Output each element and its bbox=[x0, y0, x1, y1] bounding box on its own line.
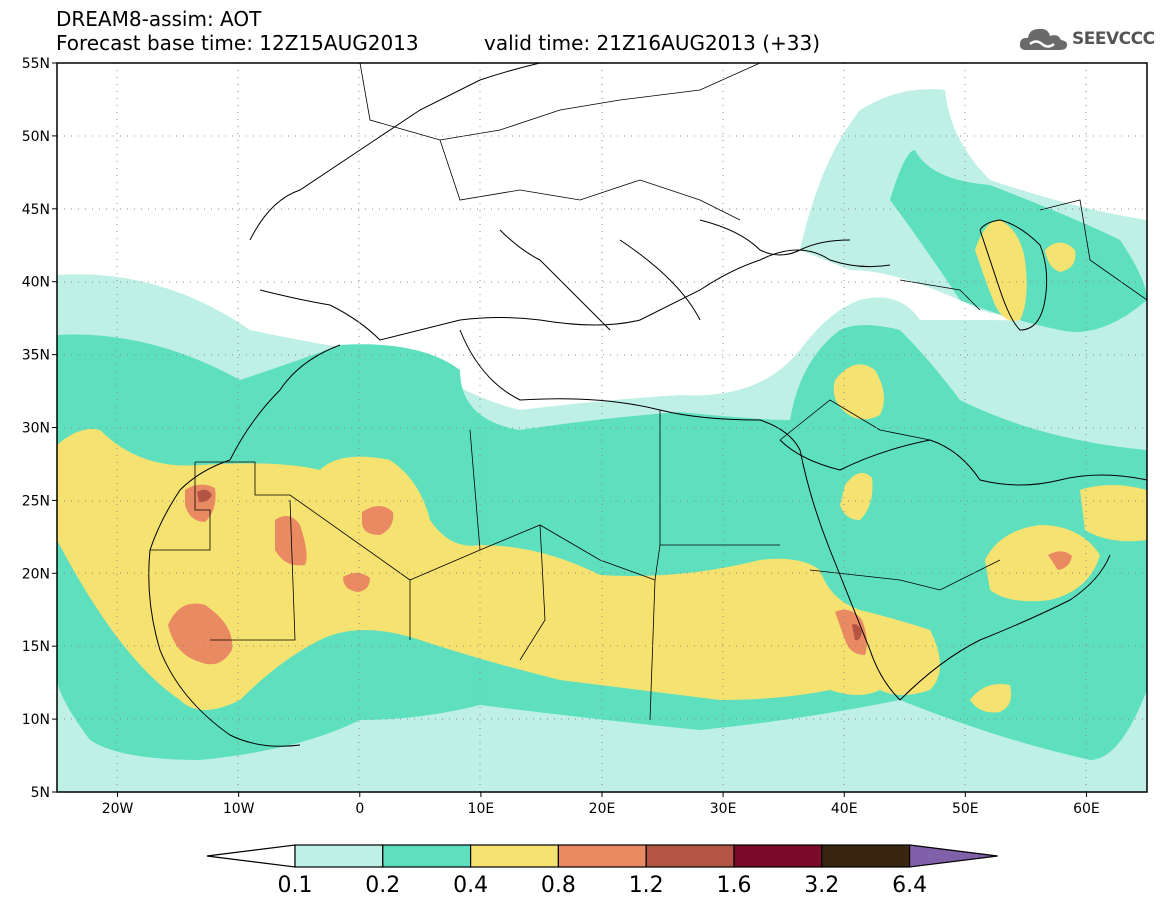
lat-tick-label: 30N bbox=[22, 421, 50, 437]
colorbar-level-label: 0.2 bbox=[365, 873, 400, 898]
colorbar-level-label: 1.6 bbox=[717, 873, 752, 898]
lon-tick-label: 10W bbox=[223, 801, 255, 817]
lon-tick-label: 50E bbox=[952, 801, 979, 817]
colorbar-level-label: 3.2 bbox=[804, 873, 839, 898]
colorbar-level-label: 0.4 bbox=[453, 873, 488, 898]
seevccc-logo: SEEVCCC bbox=[1018, 24, 1155, 54]
lat-tick-label: 10N bbox=[22, 712, 50, 728]
lat-tick-label: 15N bbox=[22, 639, 50, 655]
colorbar-segment bbox=[645, 844, 735, 868]
lat-tick-label: 5N bbox=[31, 785, 50, 801]
latitude-axis: 55N 50N 45N 40N 35N 30N 25N 20N 15N 10N 5N bbox=[22, 56, 57, 801]
aot-band-1.2 bbox=[197, 489, 862, 641]
lat-tick-label: 35N bbox=[22, 348, 50, 364]
colorbar-level-label: 0.8 bbox=[541, 873, 576, 898]
logo-text: SEEVCCC bbox=[1072, 29, 1155, 49]
lat-tick-label: 40N bbox=[22, 275, 50, 291]
colorbar-level-label: 6.4 bbox=[892, 873, 927, 898]
map-title: DREAM8-assim: AOT bbox=[56, 7, 262, 31]
lon-tick-label: 0 bbox=[355, 801, 364, 817]
colorbar-under bbox=[206, 844, 296, 868]
colorbar-segment bbox=[733, 844, 823, 868]
colorbar-segment bbox=[294, 844, 384, 868]
coastlines bbox=[148, 63, 1147, 747]
lat-tick-label: 20N bbox=[22, 566, 50, 582]
colorbar-segment bbox=[470, 844, 560, 868]
lon-tick-label: 20W bbox=[102, 801, 134, 817]
colorbar-level-label: 1.2 bbox=[629, 873, 664, 898]
colorbar-segment bbox=[382, 844, 472, 868]
lon-tick-label: 10E bbox=[468, 801, 495, 817]
colorbar-segment bbox=[821, 844, 911, 868]
cloud-logo-icon bbox=[1019, 28, 1068, 50]
lat-tick-label: 50N bbox=[22, 129, 50, 145]
lat-tick-label: 25N bbox=[22, 493, 50, 509]
valid-time: valid time: 21Z16AUG2013 (+33) bbox=[484, 31, 821, 55]
lon-tick-label: 60E bbox=[1073, 801, 1100, 817]
colorbar-level-label: 0.1 bbox=[278, 873, 313, 898]
lon-tick-label: 40E bbox=[831, 801, 858, 817]
lat-tick-label: 45N bbox=[22, 202, 50, 218]
lat-tick-label: 55N bbox=[22, 56, 50, 72]
borders bbox=[150, 63, 1147, 721]
aot-band-0.8 bbox=[168, 484, 1072, 665]
colorbar-over bbox=[908, 844, 998, 868]
gridlines bbox=[57, 63, 1147, 792]
aot-fields bbox=[57, 63, 1147, 792]
colorbar-segment bbox=[557, 844, 647, 868]
lon-tick-label: 20E bbox=[589, 801, 616, 817]
lon-tick-label: 30E bbox=[710, 801, 737, 817]
colorbar: 0.1 0.2 0.4 0.8 1.2 1.6 3.2 6.4 bbox=[206, 844, 998, 898]
longitude-axis: 20W 10W 0 10E 20E 30E 40E 50E 60E bbox=[102, 792, 1100, 817]
forecast-base-time: Forecast base time: 12Z15AUG2013 bbox=[56, 31, 419, 55]
